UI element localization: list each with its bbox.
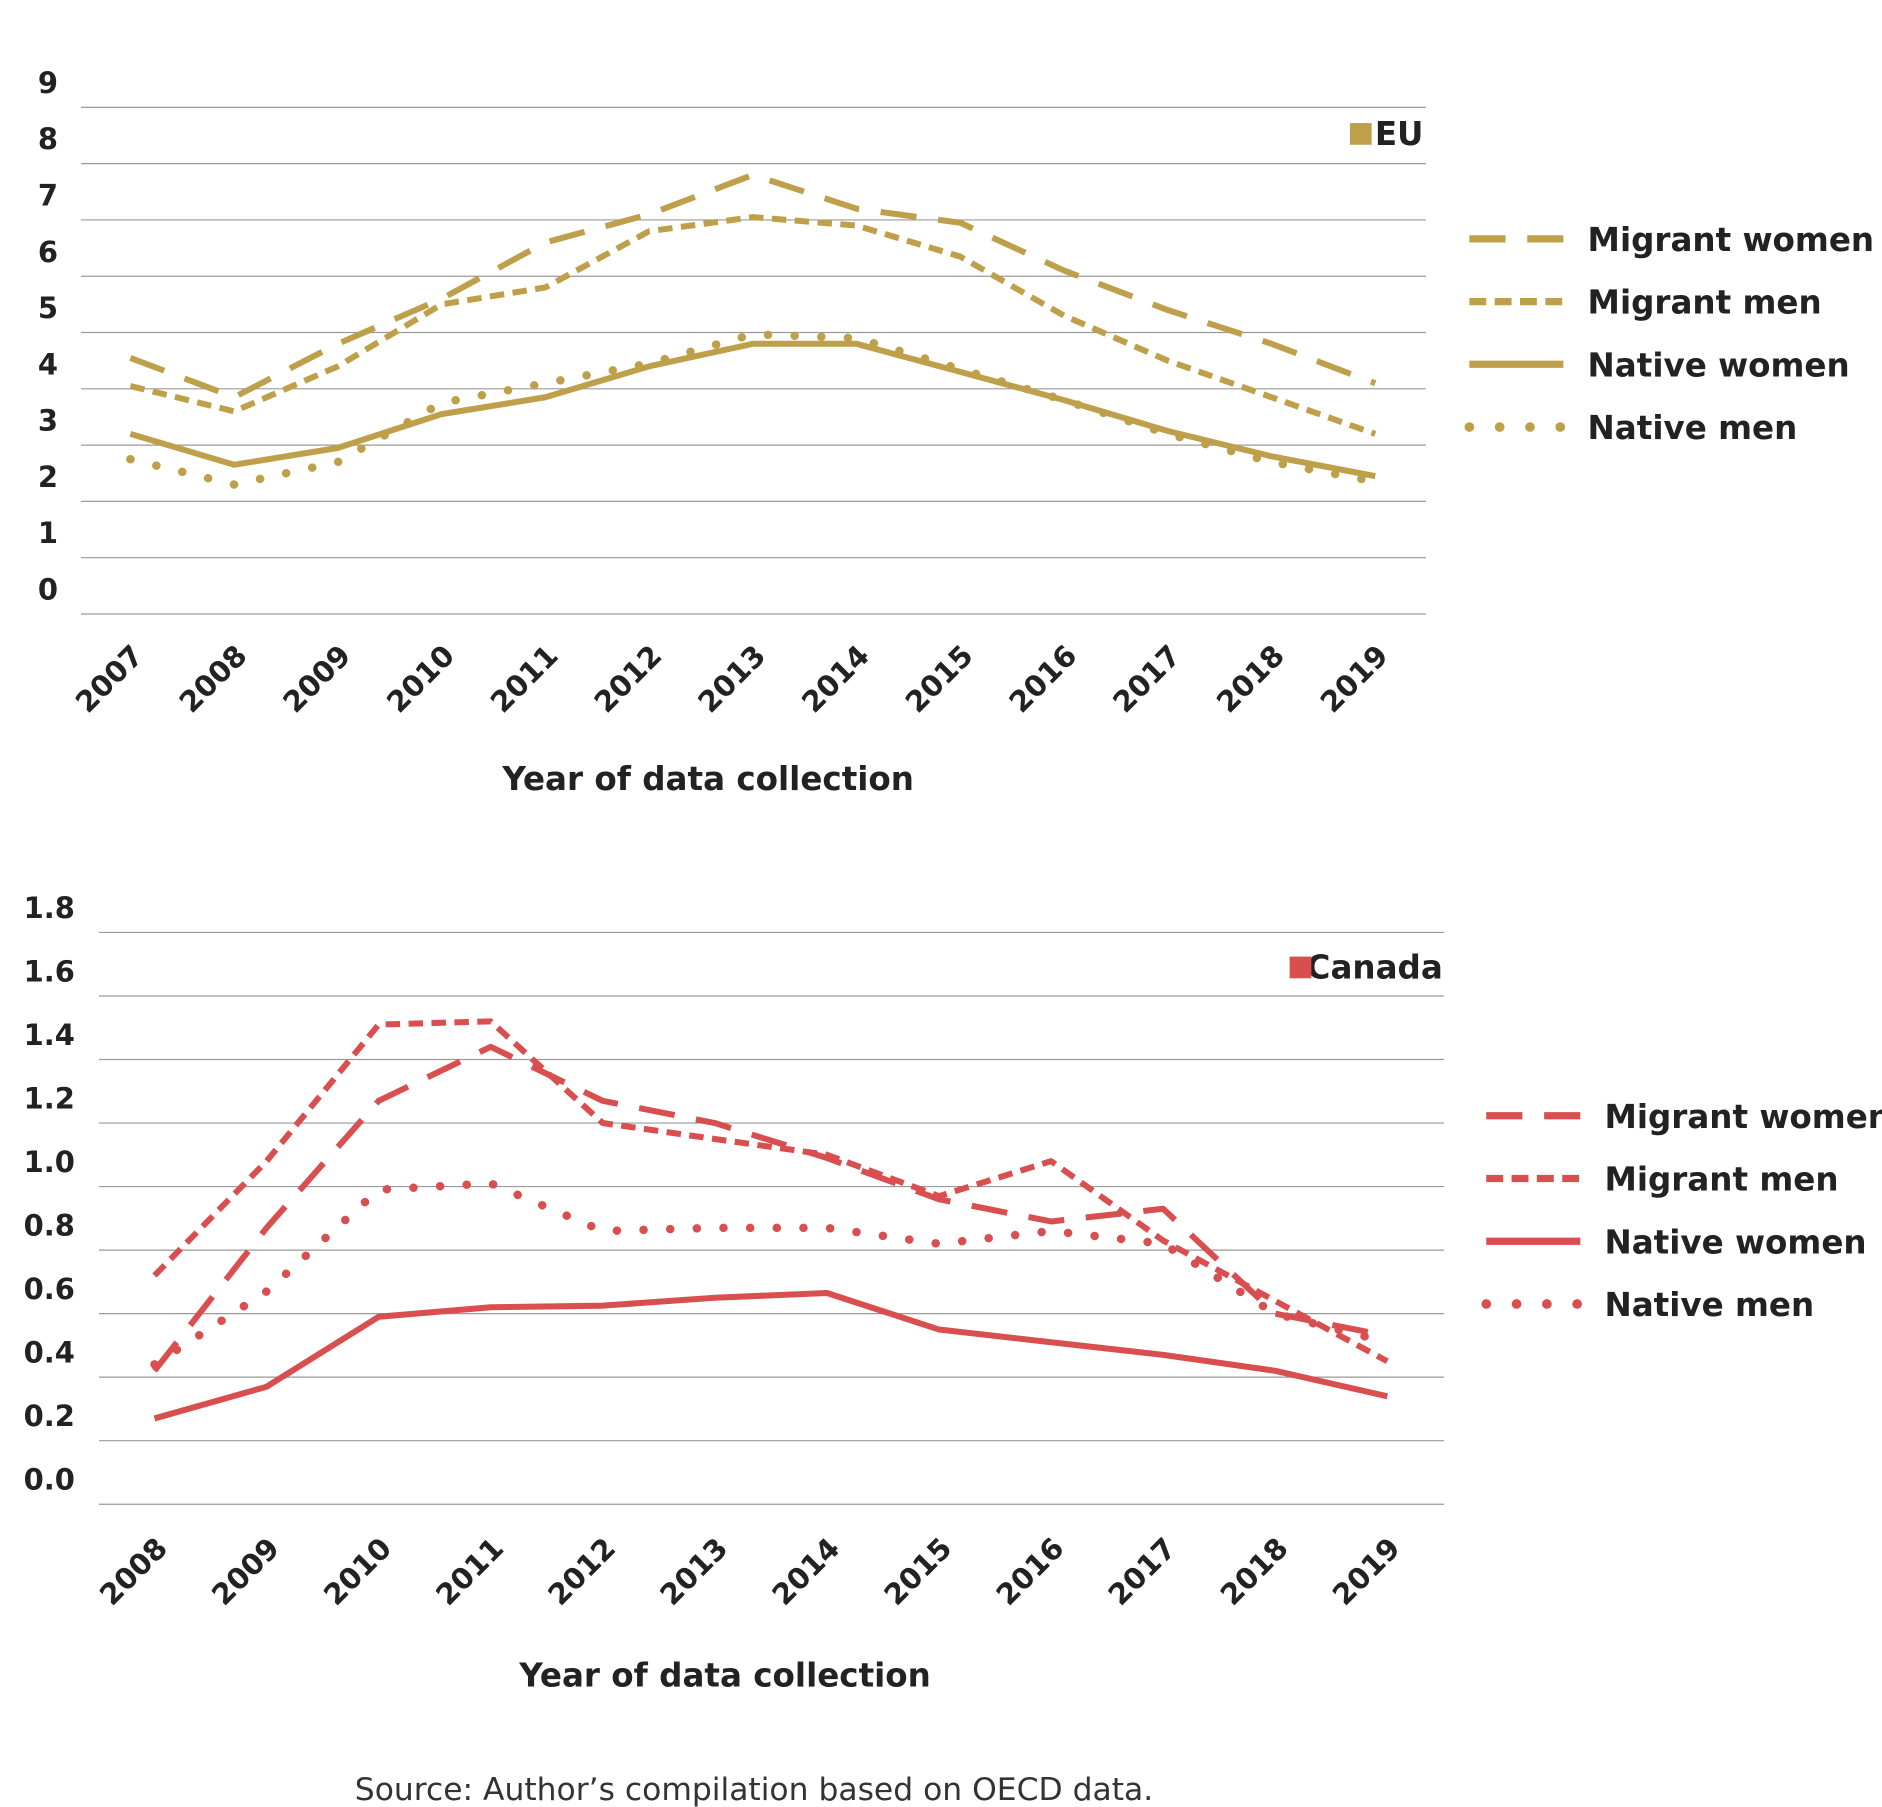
region-swatch xyxy=(1349,123,1372,145)
y-tick-label: 5 xyxy=(38,291,58,325)
series-line-native-men xyxy=(126,330,1380,489)
legend-label: Migrant women xyxy=(1604,1098,1882,1136)
y-tick-label: 9 xyxy=(38,66,58,100)
y-tick-label: 1.8 xyxy=(24,891,75,925)
y-tick-label: 0 xyxy=(38,573,58,607)
x-tick-label: 2019 xyxy=(1314,638,1395,719)
y-tick-label: 8 xyxy=(38,122,58,156)
x-axis-label: Year of data collection xyxy=(501,760,914,798)
x-tick-label: 2019 xyxy=(1326,1531,1407,1612)
series-line-native-women xyxy=(129,340,1376,480)
x-tick-label: 2011 xyxy=(484,638,565,719)
x-tick-label: 2009 xyxy=(276,638,357,719)
y-tick-label: 0.2 xyxy=(24,1399,75,1433)
y-tick-label: 1 xyxy=(38,516,58,550)
y-tick-label: 3 xyxy=(38,404,58,438)
x-tick-label: 2018 xyxy=(1210,638,1291,719)
x-tick-label: 2018 xyxy=(1214,1531,1295,1612)
x-tick-label: 2016 xyxy=(990,1531,1071,1612)
x-tick-label: 2015 xyxy=(877,1531,958,1612)
source-note: Source: Author’s compilation based on OE… xyxy=(355,1772,1153,1807)
y-tick-label: 1.2 xyxy=(24,1082,75,1116)
x-tick-label: 2010 xyxy=(380,638,461,719)
y-tick-label: 0.0 xyxy=(24,1463,75,1497)
legend-label: Migrant men xyxy=(1604,1161,1838,1199)
x-tick-label: 2013 xyxy=(653,1531,734,1612)
y-tick-label: 7 xyxy=(38,178,58,212)
x-tick-label: 2015 xyxy=(899,638,980,719)
chart-canada: 0.0 0.2 0.4 0.6 0.8 1.0 1.2 1.4 1.6 1.8 2008 2009 20… xyxy=(24,891,1882,1694)
legend-label: Native women xyxy=(1604,1223,1866,1261)
region-label: Canada xyxy=(1307,948,1443,986)
x-tick-label: 2008 xyxy=(93,1531,174,1612)
y-tick-label: 2 xyxy=(38,460,58,494)
series-line-migrant-women xyxy=(129,171,1377,401)
y-tick-label: 4 xyxy=(38,347,58,381)
x-tick-label: 2012 xyxy=(541,1531,622,1612)
series-line-migrant-men xyxy=(152,1018,1389,1364)
series-line-migrant-men xyxy=(129,214,1377,437)
x-tick-label: 2016 xyxy=(1002,638,1083,719)
legend-label: Native women xyxy=(1588,346,1850,384)
x-tick-label: 2013 xyxy=(691,638,772,719)
x-tick-label: 2014 xyxy=(765,1531,846,1612)
x-tick-label: 2010 xyxy=(317,1531,398,1612)
x-tick-label: 2011 xyxy=(429,1531,510,1612)
region-label: EU xyxy=(1375,115,1424,153)
x-tick-label: 2017 xyxy=(1106,638,1187,719)
x-tick-label: 2014 xyxy=(795,638,876,719)
y-tick-label: 0.6 xyxy=(24,1272,75,1306)
legend-label: Migrant men xyxy=(1588,284,1822,322)
series-line-native-women xyxy=(153,1289,1388,1422)
x-tick-label: 2012 xyxy=(588,638,669,719)
x-tick-label: 2009 xyxy=(205,1531,286,1612)
legend-label: Native men xyxy=(1604,1286,1814,1324)
y-tick-label: 1.6 xyxy=(24,955,75,989)
y-tick-label: 6 xyxy=(38,235,58,269)
region-swatch xyxy=(1289,956,1312,979)
y-tick-label: 1.4 xyxy=(24,1018,75,1052)
y-tick-label: 1.0 xyxy=(24,1145,75,1179)
series-line-migrant-women xyxy=(152,1043,1388,1373)
chart-eu: 0 1 2 3 4 5 6 7 8 9 2007 2008 2009 2010 2011 2012 2013 20… xyxy=(38,66,1874,798)
y-tick-label: 0.8 xyxy=(24,1209,75,1243)
legend-label: Native men xyxy=(1588,409,1798,447)
x-tick-label: 2017 xyxy=(1102,1531,1183,1612)
x-tick-label: 2008 xyxy=(173,638,254,719)
legend-label: Migrant women xyxy=(1588,221,1875,259)
x-axis-label: Year of data collection xyxy=(518,1656,931,1694)
series-line-native-men xyxy=(150,1179,1392,1369)
y-tick-label: 0.4 xyxy=(24,1336,75,1370)
x-tick-label: 2007 xyxy=(69,638,150,719)
